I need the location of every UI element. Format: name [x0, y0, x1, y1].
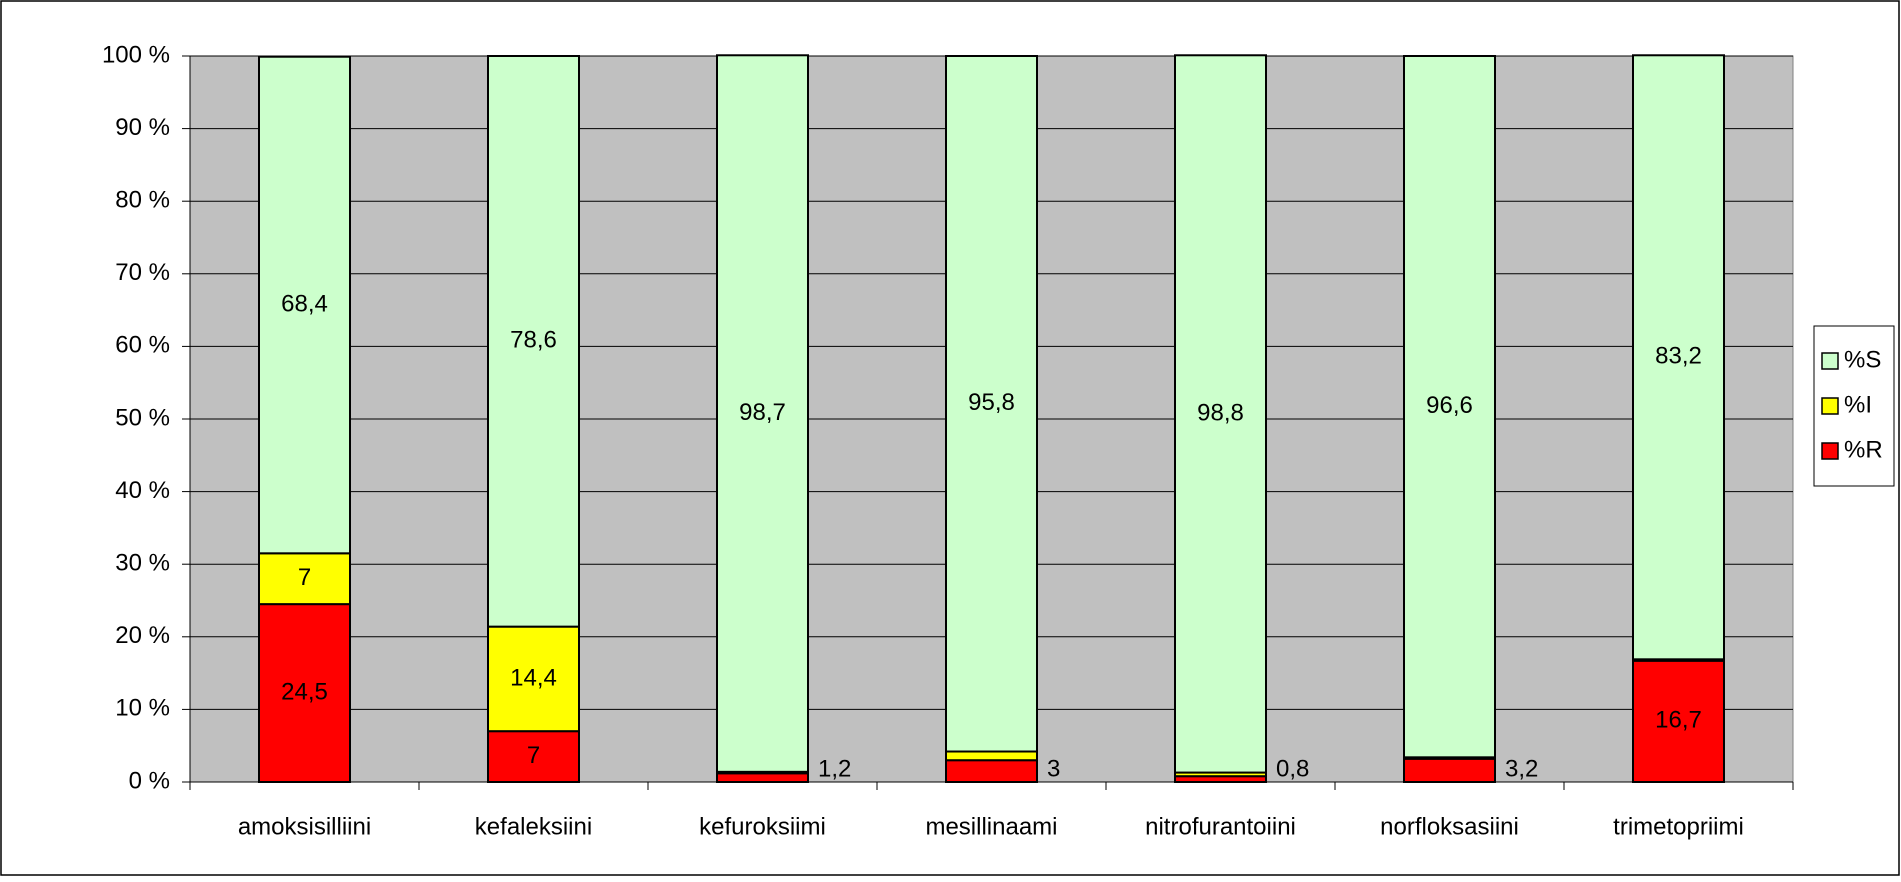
data-label: 14,4: [510, 664, 557, 691]
data-label: 98,8: [1197, 399, 1244, 426]
data-label: 96,6: [1426, 392, 1473, 419]
data-label: 98,7: [739, 399, 786, 426]
x-tick-label: kefaleksiini: [475, 813, 592, 840]
y-tick-label: 10 %: [115, 695, 170, 722]
data-label: 0,8: [1276, 755, 1309, 782]
y-tick-label: 70 %: [115, 259, 170, 286]
legend-label: %R: [1844, 436, 1883, 463]
x-tick-label: trimetopriimi: [1613, 813, 1744, 840]
data-label: 1,2: [818, 755, 851, 782]
bar-segment: [487, 55, 580, 628]
data-label: 83,2: [1655, 343, 1702, 370]
data-label: 16,7: [1655, 707, 1702, 734]
y-tick-label: 20 %: [115, 622, 170, 649]
data-label: 95,8: [968, 389, 1015, 416]
bar-segment: [1403, 757, 1496, 784]
data-label: 78,6: [510, 327, 557, 354]
data-label: 7: [527, 742, 540, 769]
x-tick-label: amoksisilliini: [238, 813, 371, 840]
y-tick-label: 60 %: [115, 332, 170, 359]
bar-segment: [258, 552, 351, 606]
y-tick-label: 50 %: [115, 404, 170, 431]
bar-segment: [487, 625, 580, 733]
bar-segment: [1632, 659, 1725, 783]
y-tick-label: 0 %: [129, 767, 170, 794]
y-tick-label: 90 %: [115, 114, 170, 141]
bar-segment: [258, 55, 351, 555]
y-tick-label: 30 %: [115, 550, 170, 577]
data-label: 68,4: [281, 290, 328, 317]
data-label: 7: [298, 564, 311, 591]
bar-segment: [1632, 54, 1725, 661]
x-tick-label: nitrofurantoiini: [1145, 813, 1296, 840]
data-label: 3,2: [1505, 755, 1538, 782]
bar-segment: [945, 759, 1038, 783]
x-tick-label: kefuroksiimi: [699, 813, 826, 840]
data-label: 3: [1047, 755, 1060, 782]
legend-swatch: [1821, 397, 1839, 415]
data-label: 24,5: [281, 678, 328, 705]
y-tick-label: 80 %: [115, 187, 170, 214]
bar-segment: [1174, 54, 1267, 774]
bar-segment: [716, 54, 809, 773]
bar-segment: [945, 55, 1038, 753]
bar-segment: [258, 603, 351, 783]
y-tick-label: 40 %: [115, 477, 170, 504]
x-tick-label: norfloksasiini: [1380, 813, 1519, 840]
bar-segment: [1403, 55, 1496, 759]
legend-swatch: [1821, 442, 1839, 460]
legend-swatch: [1821, 352, 1839, 370]
bar-segment: [945, 750, 1038, 762]
y-tick-label: 100 %: [102, 41, 170, 68]
legend-label: %I: [1844, 391, 1872, 418]
x-tick-label: mesillinaami: [925, 813, 1057, 840]
bar-segment: [716, 772, 809, 784]
legend-label: %S: [1844, 346, 1881, 373]
